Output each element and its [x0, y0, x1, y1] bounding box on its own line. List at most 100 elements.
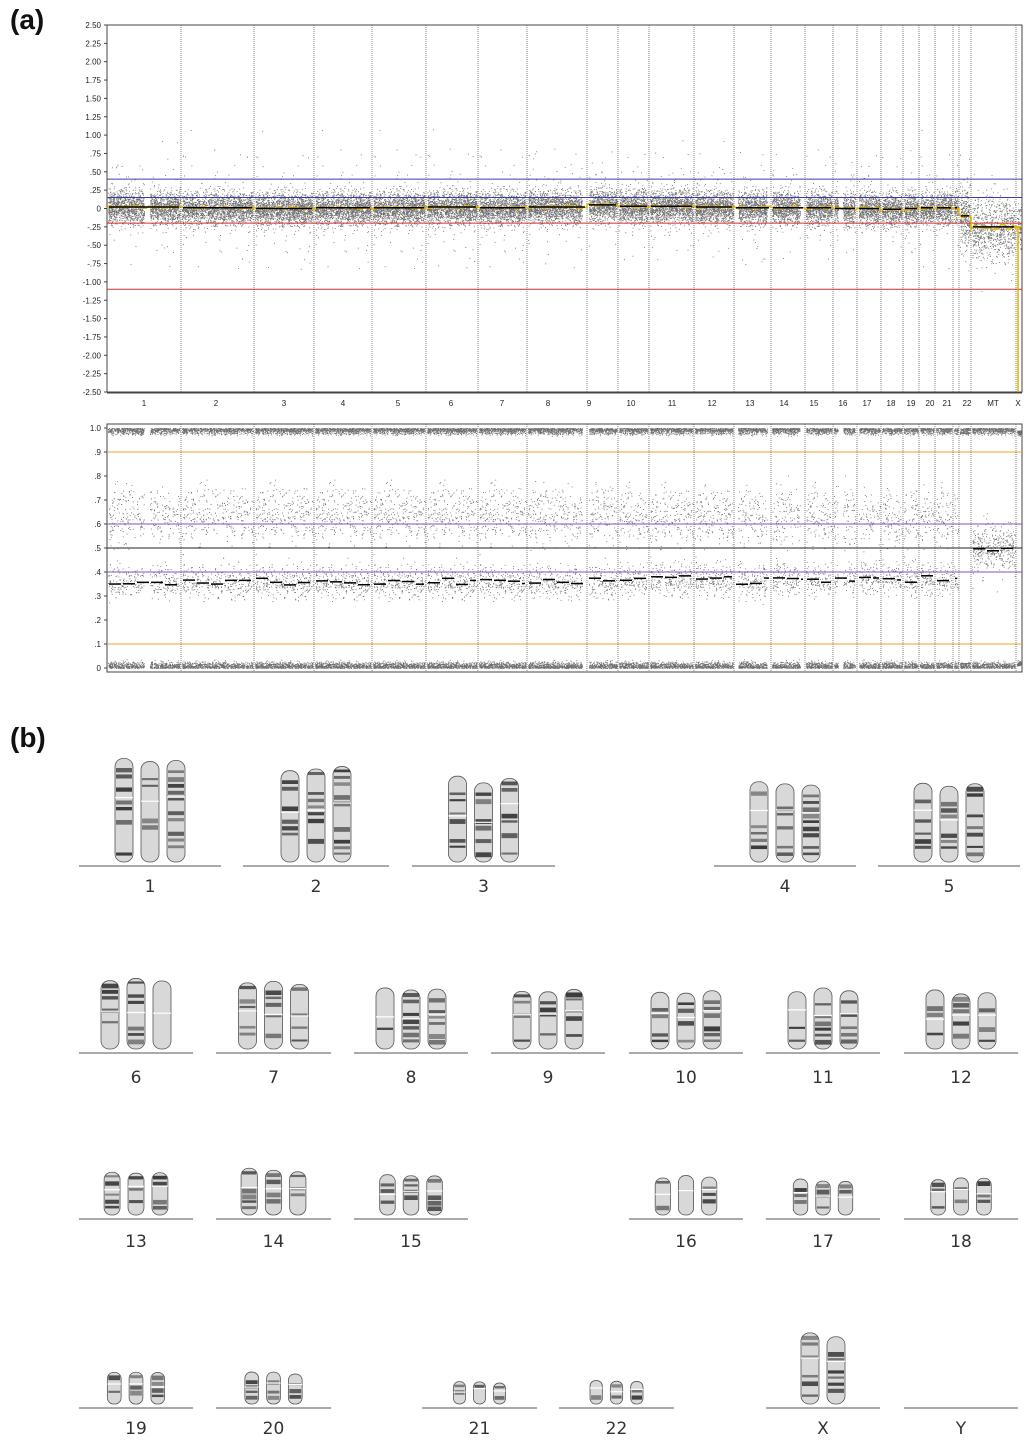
data-point: [182, 220, 184, 222]
data-point: [221, 209, 223, 211]
data-point: [157, 193, 158, 195]
data-point: [174, 201, 175, 202]
data-point: [118, 212, 120, 214]
data-point: [159, 214, 161, 216]
data-point: [124, 205, 126, 207]
data-point: [196, 212, 198, 214]
data-point: [125, 217, 127, 219]
data-point: [163, 205, 164, 207]
data-point: [140, 195, 141, 196]
data-point: [194, 218, 196, 220]
data-point: [108, 213, 110, 215]
data-point: [127, 201, 129, 203]
data-point: [155, 202, 157, 204]
data-point: [189, 205, 191, 206]
data-point: [215, 204, 217, 206]
data-point: [164, 199, 166, 201]
data-point: [214, 149, 216, 151]
data-point: [155, 202, 157, 203]
data-point: [232, 220, 234, 222]
data-point: [157, 201, 158, 202]
data-point: [114, 194, 116, 195]
data-point: [174, 219, 176, 220]
data-point: [192, 210, 193, 212]
data-point: [261, 229, 262, 231]
data-point: [131, 204, 132, 206]
data-point: [173, 195, 175, 197]
data-point: [121, 216, 123, 218]
data-point: [226, 214, 228, 216]
data-point: [270, 211, 271, 213]
data-point: [186, 198, 188, 200]
data-point: [153, 210, 155, 212]
data-point: [211, 209, 213, 211]
data-point: [169, 201, 171, 203]
data-point: [214, 201, 215, 202]
log-ratio-plot: 2.502.252.001.751.501.251.00.75.50.250-.…: [83, 21, 1023, 408]
data-point: [184, 214, 185, 216]
data-point: [251, 221, 253, 223]
data-point: [217, 215, 219, 216]
data-point: [152, 176, 154, 178]
data-point: [190, 218, 191, 220]
data-point: [267, 228, 269, 230]
data-point: [267, 220, 269, 221]
data-point: [245, 195, 247, 196]
data-point: [173, 217, 175, 219]
data-point: [162, 218, 164, 220]
data-point: [109, 195, 111, 197]
data-point: [178, 192, 180, 194]
data-point: [111, 217, 112, 219]
data-point: [211, 218, 213, 219]
data-point: [151, 203, 153, 205]
data-point: [248, 232, 250, 233]
data-point: [276, 212, 278, 214]
data-point: [188, 224, 190, 226]
data-point: [140, 216, 142, 218]
data-point: [122, 207, 124, 209]
data-point: [125, 211, 127, 213]
data-point: [206, 220, 207, 222]
data-point: [171, 211, 172, 213]
data-point: [297, 217, 299, 219]
data-point: [179, 196, 181, 198]
data-point: [218, 212, 220, 214]
data-point: [141, 204, 143, 206]
data-point: [277, 199, 279, 201]
data-point: [154, 203, 155, 205]
data-point: [235, 203, 237, 204]
data-point: [246, 203, 248, 204]
data-point: [255, 198, 257, 200]
data-point: [274, 212, 275, 214]
data-point: [240, 200, 242, 202]
data-point: [171, 203, 173, 205]
data-point: [281, 189, 283, 191]
data-point: [156, 216, 158, 218]
data-point: [139, 203, 141, 204]
data-point: [233, 205, 235, 207]
data-point: [112, 225, 113, 227]
data-point: [234, 210, 236, 211]
data-point: [153, 199, 154, 201]
data-point: [189, 214, 190, 216]
data-point: [110, 199, 112, 200]
data-point: [175, 223, 177, 225]
data-point: [165, 194, 167, 196]
data-point: [200, 215, 202, 216]
data-point: [210, 211, 212, 213]
data-point: [108, 211, 110, 213]
data-point: [270, 217, 272, 219]
data-point: [245, 206, 247, 207]
data-point: [218, 195, 219, 197]
data-point: [205, 231, 206, 233]
data-point: [192, 215, 193, 217]
data-point: [251, 202, 253, 204]
data-point: [142, 212, 144, 214]
data-point: [296, 192, 297, 194]
data-point: [230, 209, 232, 211]
data-point: [164, 209, 166, 211]
data-point: [179, 221, 181, 223]
data-point: [237, 211, 239, 213]
data-point: [225, 215, 227, 217]
data-point: [195, 219, 196, 221]
